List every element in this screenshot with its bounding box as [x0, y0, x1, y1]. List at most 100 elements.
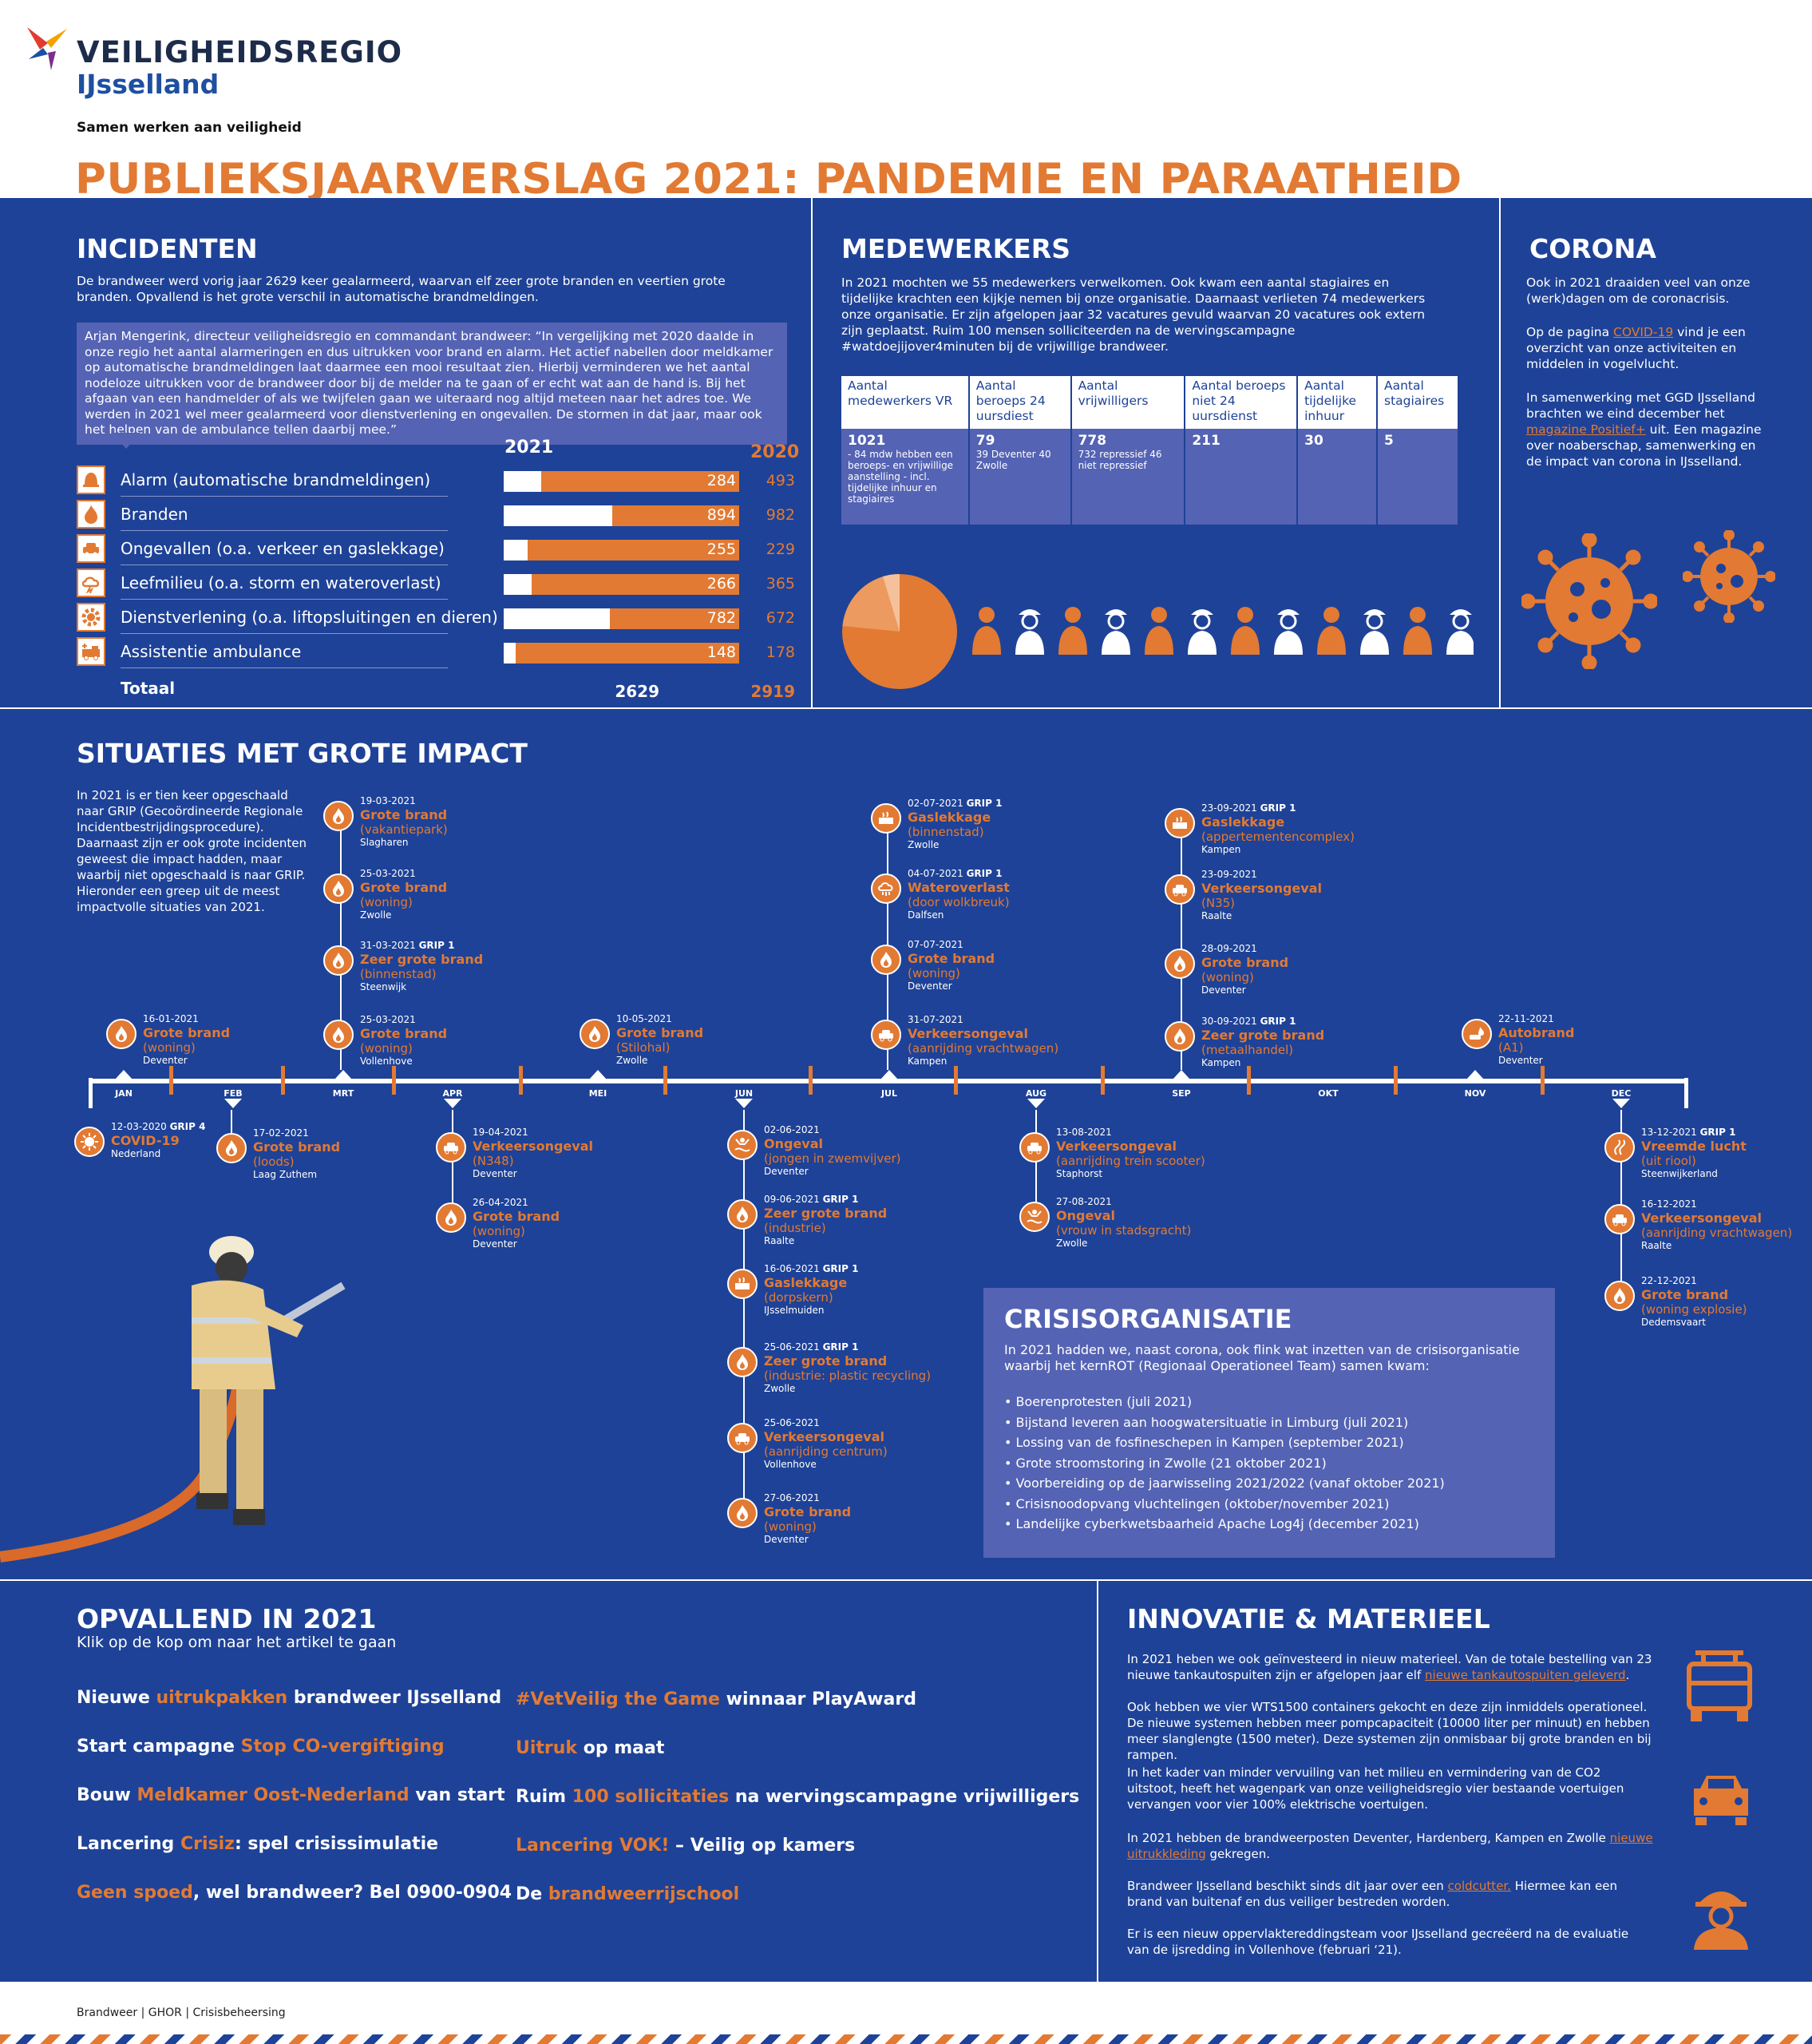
event-subtitle: (uit riool) [1641, 1154, 1696, 1168]
event-date-text: 26-04-2021 [473, 1197, 528, 1208]
connector-line [231, 1110, 232, 1142]
total-2021: 2629 [615, 682, 659, 701]
event-subtitle: (woning) [908, 966, 960, 980]
value-2021: 284 [706, 472, 736, 489]
event-subtitle: (binnenstad) [908, 825, 984, 839]
uitrukkleding-link[interactable]: nieuwe uitrukkleding [1127, 1831, 1653, 1861]
marker [1466, 1070, 1484, 1079]
marker [115, 1070, 133, 1079]
article-link[interactable]: Bouw Meldkamer Oost-Nederland van start [77, 1785, 505, 1805]
tankautospuiten-link[interactable]: nieuwe tankautospuiten geleverd [1425, 1668, 1626, 1682]
value-2021: 894 [706, 506, 736, 524]
article-link[interactable]: Lancering Crisiz: spel crisissimulatie [77, 1834, 438, 1854]
link-highlight: Geen spoed [77, 1883, 193, 1903]
event-date: 30-09-2021 GRIP 1 [1201, 1016, 1324, 1028]
list-item: • Voorbereiding op de jaarwisseling 2021… [1004, 1476, 1445, 1491]
link-highlight: 100 sollicitaties [572, 1787, 730, 1807]
innovatie-p5: Brandweer IJsselland beschikt sinds dit … [1127, 1878, 1654, 1910]
link-highlight: brandweerrijschool [548, 1884, 740, 1904]
event-title: Verkeersongeval [1201, 881, 1322, 896]
event-date: 07-07-2021 [908, 939, 995, 951]
event-place: Zwolle [1056, 1238, 1088, 1249]
event-date: 26-04-2021 [473, 1197, 560, 1209]
event-subtitle: (door wolkbreuk) [908, 895, 1010, 909]
value-2020: 672 [766, 609, 795, 627]
cloud-rain-icon [871, 873, 901, 904]
article-link[interactable]: De brandweerrijschool [516, 1884, 739, 1904]
event-title: Zeer grote brand [360, 952, 484, 967]
staff-table: Aantal medewerkers VR Aantal beroeps 24 … [841, 376, 1459, 525]
incident-label: Assistentie ambulance [121, 642, 302, 661]
event-date: 02-07-2021 GRIP 1 [908, 798, 1002, 810]
timeline-tick [1101, 1066, 1105, 1095]
link-text: brandweer IJsselland [287, 1688, 502, 1708]
event-place: Raalte [1641, 1240, 1672, 1251]
event-grip: GRIP 1 [1260, 1016, 1296, 1027]
event-date-text: 31-03-2021 [360, 940, 419, 951]
connector-line [452, 1110, 453, 1222]
event-text: 25-03-2021 Grote brand (woning) Zwolle [360, 868, 447, 921]
event-subtitle: (N35) [1201, 896, 1236, 910]
covid-link[interactable]: COVID-19 [1613, 325, 1674, 339]
event-date-text: 22-12-2021 [1641, 1275, 1697, 1286]
event-date: 31-03-2021 GRIP 1 [360, 940, 483, 952]
article-link[interactable]: Nieuwe uitrukpakken brandweer IJsselland [77, 1688, 501, 1708]
list-item: • Landelijke cyberkwetsbaarheid Apache L… [1004, 1516, 1419, 1531]
connector-line [1620, 1110, 1622, 1293]
article-link[interactable]: Uitruk op maat [516, 1738, 664, 1758]
car-crash-icon [1165, 874, 1195, 905]
article-link[interactable]: Lancering VOK! – Veilig op kamers [516, 1836, 855, 1856]
gas-icon [1165, 808, 1195, 838]
event-title: Verkeersongeval [1641, 1210, 1762, 1226]
event-date: 27-06-2021 [764, 1492, 851, 1504]
marker [589, 1070, 607, 1079]
bar-2021 [504, 608, 610, 629]
article-link[interactable]: Geen spoed, wel brandweer? Bel 0900-0904 [77, 1883, 512, 1903]
timeline-tick [169, 1066, 173, 1095]
coldcutter-link[interactable]: coldcutter. [1447, 1879, 1511, 1893]
event-subtitle: (vrouw in stadsgracht) [1056, 1223, 1192, 1238]
timeline-tick [1541, 1066, 1545, 1095]
list-item: • Bijstand leveren aan hoogwatersituatie… [1004, 1414, 1409, 1430]
article-link[interactable]: Ruim 100 sollicitaties na wervingscampag… [516, 1787, 1079, 1807]
event-title: Grote brand [360, 807, 448, 822]
event-grip: GRIP 1 [822, 1194, 859, 1205]
event-subtitle: (aanrijding trein scooter) [1056, 1154, 1205, 1168]
bar-2021 [504, 643, 516, 664]
event-text: 10-05-2021 Grote brand (Stilohal) Zwolle [616, 1013, 703, 1067]
pie-slice [842, 574, 900, 632]
row-divider [121, 530, 448, 531]
timeline-tick [663, 1066, 667, 1095]
event-date: 10-05-2021 [616, 1013, 703, 1025]
month-label: JAN [115, 1088, 133, 1099]
flame-icon [1604, 1281, 1635, 1311]
event-text: 22-11-2021 Autobrand (A1) Deventer [1498, 1013, 1574, 1067]
magazine-link[interactable]: magazine Positief+ [1526, 422, 1646, 437]
event-place: Deventer [473, 1238, 517, 1250]
event-text: 26-04-2021 Grote brand (woning) Deventer [473, 1197, 560, 1250]
article-link[interactable]: #VetVeilig the Game winnaar PlayAward [516, 1689, 916, 1709]
medewerkers-intro: In 2021 mochten we 55 medewerkers verwel… [841, 275, 1426, 354]
event-date-text: 23-09-2021 [1201, 802, 1260, 814]
event-text: 25-06-2021 GRIP 1 Zeer grote brand (indust… [764, 1341, 931, 1395]
event-place: Deventer [1498, 1055, 1543, 1066]
event-text: 28-09-2021 Grote brand (woning) Deventer [1201, 943, 1288, 996]
opvallend-sub: Klik op de kop om naar het artikel te ga… [77, 1634, 397, 1651]
event-title: Ongeval [764, 1136, 824, 1151]
situaties-heading: SITUATIES MET GROTE IMPACT [77, 738, 528, 769]
bar-2021 [504, 574, 532, 595]
marker [224, 1099, 242, 1108]
event-title: Grote brand [764, 1504, 852, 1519]
event-text: 23-09-2021 Verkeersongeval (N35) Raalte [1201, 869, 1322, 922]
event-title: Grote brand [143, 1025, 231, 1040]
flame-icon [1165, 949, 1195, 979]
incidenten-panel: INCIDENTEN De brandweer werd vorig jaar … [0, 198, 811, 707]
event-date: 22-12-2021 [1641, 1275, 1747, 1287]
event-subtitle: (vakantiepark) [360, 822, 448, 837]
event-date-text: 30-09-2021 [1201, 1016, 1260, 1027]
article-link[interactable]: Start campagne Stop CO-vergiftiging [77, 1737, 445, 1757]
value-2021: 782 [706, 609, 736, 627]
flame-icon [323, 945, 354, 976]
event-date: 31-07-2021 [908, 1014, 1058, 1026]
staff-cell: 30 [1297, 429, 1378, 525]
